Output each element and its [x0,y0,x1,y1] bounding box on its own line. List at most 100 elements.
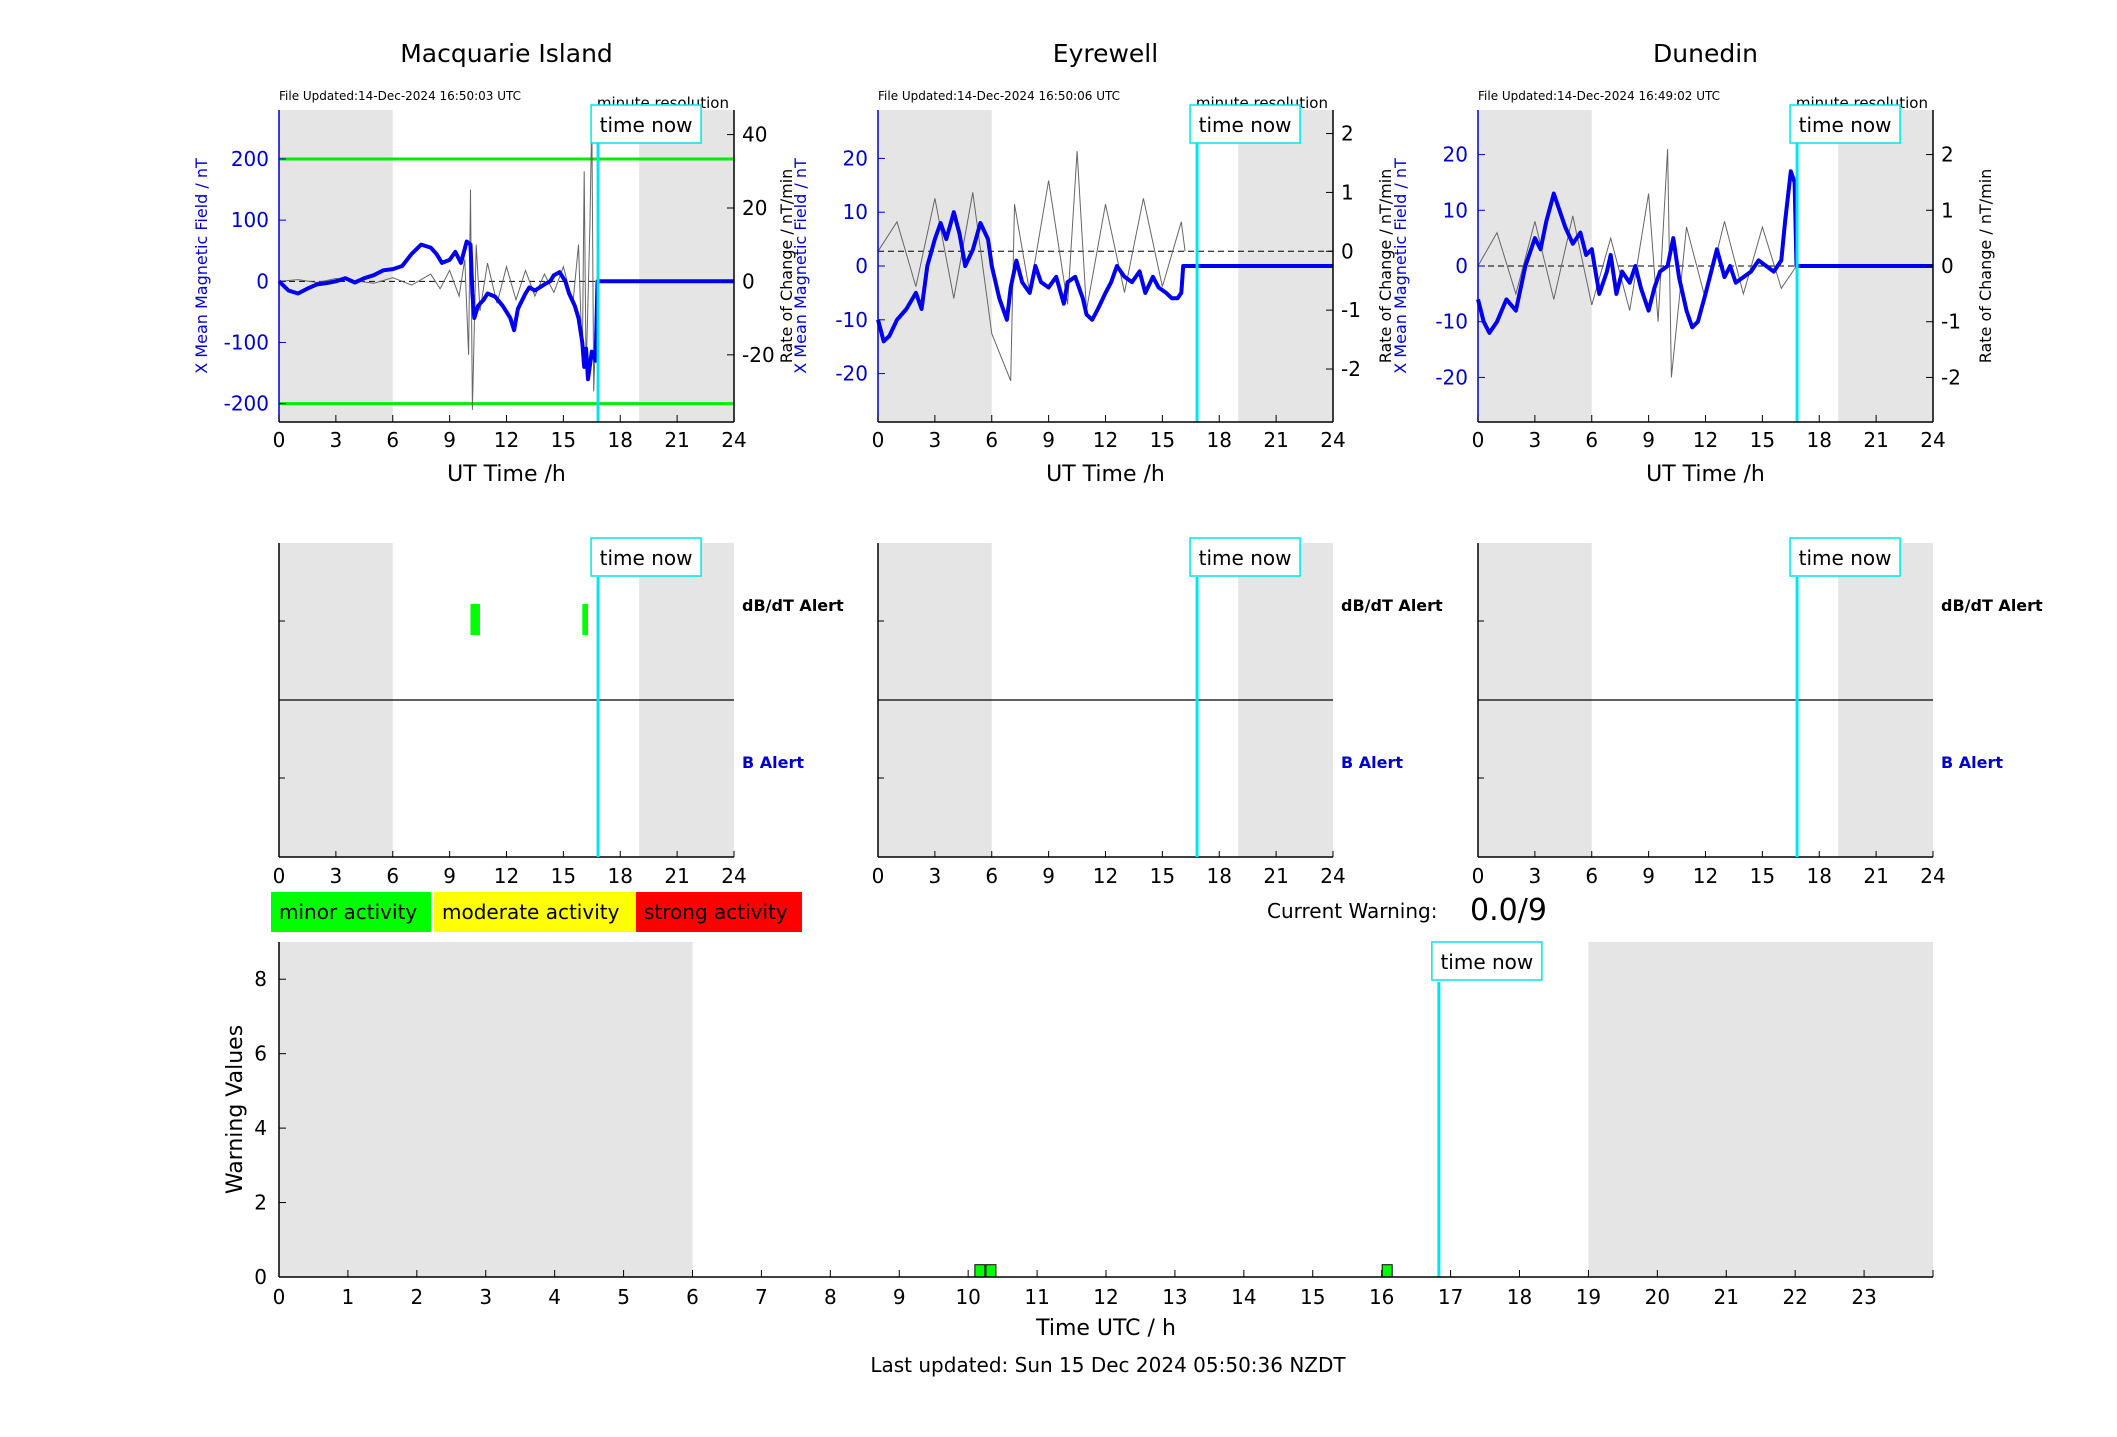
warning-x-tick-label: 1 [342,1285,355,1309]
alert-x-tick-label: 18 [1207,864,1232,888]
x-tick-label: 9 [443,428,456,452]
time-now-label: time now [1799,113,1892,137]
y-right-tick-label: 20 [742,196,767,220]
y-right-tick-label: 2 [1341,122,1354,146]
warning-y-tick-label: 6 [254,1042,267,1066]
alert-x-tick-label: 15 [551,864,576,888]
y-left-tick-label: 100 [231,208,269,232]
y-right-tick-label: 0 [742,269,755,293]
current-warning-label: Current Warning: [1267,899,1437,923]
x-tick-label: 3 [1529,428,1542,452]
warning-bar [985,1264,997,1278]
warning-x-tick-label: 15 [1300,1285,1325,1309]
y-left-tick-label: 0 [855,254,868,278]
current-warning-value: 0.0/9 [1470,893,1547,928]
warning-x-tick-label: 2 [410,1285,423,1309]
x-tick-label: 9 [1042,428,1055,452]
alert-panel-1: time now dB/dT Alert B Alert 0 3 6 9 12 15 18 21 24 [872,537,1443,888]
last-updated-text: Last updated: Sun 15 Dec 2024 05:50:36 N… [870,1353,1346,1377]
station-panel-2: Dunedin File Updated:14-Dec-2024 16:49:02… [1391,39,1995,487]
warning-x-tick-label: 4 [548,1285,561,1309]
alert-x-tick-label: 24 [721,864,746,888]
x-tick-label: 15 [551,428,576,452]
warning-x-tick-label: 17 [1438,1285,1463,1309]
activity-legend: minor activity moderate activity strong ac… [271,892,802,932]
night-shading-0 [1478,110,1592,422]
alert-x-tick-label: 9 [1642,864,1655,888]
alert-x-tick-label: 3 [929,864,942,888]
warning-x-tick-label: 20 [1645,1285,1670,1309]
mean-field-series [1476,169,1933,335]
time-now-box [1189,104,1301,144]
time-now-label: time now [600,113,693,137]
x-axis-label: UT Time /h [1646,462,1765,487]
x-tick-label: 18 [608,428,633,452]
x-tick-label: 15 [1150,428,1175,452]
warning-x-tick-label: 16 [1369,1285,1394,1309]
y-left-tick-label: 10 [1443,198,1468,222]
alert-x-tick-label: 12 [494,864,519,888]
y-right-tick-label: -20 [742,343,775,367]
file-updated-text: File Updated:14-Dec-2024 16:50:06 UTC [878,89,1120,103]
x-tick-label: 18 [1207,428,1232,452]
alert-x-tick-label: 6 [386,864,399,888]
warning-x-tick-label: 21 [1714,1285,1739,1309]
alert-time-now-label: time now [1199,546,1292,570]
warning-x-tick-label: 7 [755,1285,768,1309]
warning-y-tick-label: 8 [254,967,267,991]
alert-x-tick-label: 24 [1920,864,1945,888]
warning-x-tick-label: 23 [1851,1285,1876,1309]
alert-panel-0: time now dB/dT Alert B Alert 0 3 6 9 12 15 18 21 24 [273,537,844,888]
y-right-tick-label: 40 [742,123,767,147]
warning-x-tick-label: 14 [1231,1285,1256,1309]
x-tick-label: 21 [1863,428,1888,452]
warning-x-tick-label: 9 [893,1285,906,1309]
file-updated-text: File Updated:14-Dec-2024 16:50:03 UTC [279,89,521,103]
moderate-activity-swatch [434,892,636,932]
x-tick-label: 3 [330,428,343,452]
alert-x-tick-label: 6 [1585,864,1598,888]
warning-x-tick-label: 18 [1507,1285,1532,1309]
alert-x-tick-label: 9 [443,864,456,888]
station-panel-0: Macquarie Island File Updated:14-Dec-2024… [192,39,796,487]
alert-x-tick-label: 24 [1320,864,1345,888]
x-tick-label: 21 [1263,428,1288,452]
warning-time-now-box [1431,941,1543,981]
y-left-axis-label: X Mean Magnetic Field / nT [192,158,211,374]
warning-x-tick-label: 8 [824,1285,837,1309]
rate-of-change-series [278,116,598,410]
dbdt-alert-mark [470,604,480,635]
x-axis-label: UT Time /h [1046,462,1165,487]
minor-activity-label: minor activity [279,900,417,924]
warning-x-tick-label: 3 [479,1285,492,1309]
b-alert-label: B Alert [1341,753,1403,772]
y-right-tick-label: 0 [1341,239,1354,263]
x-tick-label: 24 [1320,428,1345,452]
x-tick-label: 6 [386,428,399,452]
alert-x-tick-label: 0 [872,864,885,888]
alert-x-tick-label: 18 [1807,864,1832,888]
x-tick-label: 6 [1585,428,1598,452]
alert-time-now-label: time now [1799,546,1892,570]
x-tick-label: 12 [1093,428,1118,452]
alert-x-tick-label: 21 [1263,864,1288,888]
station-title: Eyrewell [1053,39,1158,68]
warning-night-shading-0 [279,942,693,1277]
alert-x-tick-label: 0 [273,864,286,888]
warning-x-tick-label: 19 [1576,1285,1601,1309]
station-title: Dunedin [1653,39,1758,68]
x-tick-label: 15 [1750,428,1775,452]
y-right-tick-label: -2 [1941,365,1961,389]
station-panel-1: Eyrewell File Updated:14-Dec-2024 16:50:0… [791,39,1395,487]
y-right-axis-label: Rate of Change / nT/min [777,169,796,364]
alert-x-tick-label: 3 [1529,864,1542,888]
warning-y-tick-label: 0 [254,1265,267,1289]
alert-x-tick-label: 15 [1750,864,1775,888]
alert-time-now-box [1189,537,1301,577]
minor-activity-swatch [271,892,431,932]
x-tick-label: 0 [273,428,286,452]
x-tick-label: 3 [929,428,942,452]
warning-y-tick-label: 4 [254,1116,267,1140]
dbdt-alert-label: dB/dT Alert [1941,596,2043,615]
alert-x-tick-label: 3 [330,864,343,888]
